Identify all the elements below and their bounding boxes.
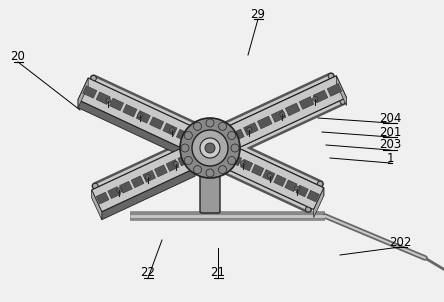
Circle shape	[92, 183, 98, 189]
Polygon shape	[119, 181, 132, 193]
Polygon shape	[166, 159, 179, 172]
Polygon shape	[143, 170, 156, 182]
Circle shape	[313, 96, 317, 101]
Polygon shape	[243, 123, 258, 135]
Text: 22: 22	[140, 266, 155, 279]
Text: 201: 201	[379, 126, 401, 139]
Polygon shape	[136, 111, 151, 123]
Circle shape	[170, 128, 174, 133]
Polygon shape	[296, 185, 308, 197]
Circle shape	[228, 156, 236, 165]
Circle shape	[104, 209, 110, 214]
Circle shape	[181, 144, 189, 152]
Polygon shape	[83, 86, 97, 98]
Polygon shape	[337, 76, 346, 106]
Circle shape	[206, 169, 214, 177]
Circle shape	[240, 161, 245, 166]
Circle shape	[117, 188, 122, 193]
Circle shape	[305, 207, 311, 212]
Circle shape	[247, 127, 252, 132]
Polygon shape	[78, 78, 88, 108]
Polygon shape	[109, 98, 124, 111]
Polygon shape	[96, 192, 109, 204]
Circle shape	[267, 173, 272, 178]
Text: 21: 21	[210, 266, 226, 279]
Polygon shape	[240, 159, 253, 171]
Circle shape	[340, 99, 345, 104]
Circle shape	[194, 166, 202, 174]
Polygon shape	[299, 97, 314, 109]
Polygon shape	[123, 104, 137, 117]
Polygon shape	[225, 76, 337, 136]
Polygon shape	[96, 92, 110, 104]
Polygon shape	[229, 154, 242, 166]
Text: 1: 1	[386, 152, 394, 165]
Text: 20: 20	[11, 50, 25, 63]
Polygon shape	[178, 154, 190, 166]
Circle shape	[138, 113, 143, 118]
Polygon shape	[78, 78, 195, 149]
Polygon shape	[274, 175, 286, 186]
Circle shape	[79, 101, 84, 106]
Polygon shape	[155, 165, 167, 177]
Polygon shape	[108, 187, 121, 199]
Polygon shape	[150, 117, 164, 130]
Circle shape	[218, 166, 226, 174]
Polygon shape	[262, 169, 275, 181]
Circle shape	[231, 144, 239, 152]
Circle shape	[184, 156, 192, 165]
Polygon shape	[327, 84, 342, 96]
Polygon shape	[91, 146, 195, 212]
Polygon shape	[251, 164, 264, 176]
Polygon shape	[102, 168, 195, 220]
Polygon shape	[225, 146, 324, 210]
Polygon shape	[235, 146, 324, 196]
Polygon shape	[285, 180, 297, 192]
Circle shape	[206, 119, 214, 127]
Text: 29: 29	[250, 8, 266, 21]
Polygon shape	[163, 123, 177, 136]
Circle shape	[205, 143, 215, 153]
Circle shape	[317, 181, 323, 187]
Polygon shape	[313, 90, 328, 103]
Polygon shape	[258, 116, 272, 129]
Circle shape	[192, 130, 228, 166]
Circle shape	[200, 138, 220, 158]
Polygon shape	[307, 190, 319, 202]
FancyBboxPatch shape	[200, 164, 220, 213]
Circle shape	[328, 73, 334, 79]
Circle shape	[194, 122, 202, 130]
Polygon shape	[91, 190, 102, 220]
Circle shape	[180, 118, 240, 178]
Polygon shape	[225, 76, 346, 149]
Circle shape	[91, 76, 96, 81]
Polygon shape	[230, 129, 244, 142]
Text: 204: 204	[379, 111, 401, 124]
Polygon shape	[313, 188, 324, 217]
Text: 202: 202	[389, 236, 411, 249]
Polygon shape	[78, 100, 185, 158]
Text: 203: 203	[379, 139, 401, 152]
Circle shape	[218, 122, 226, 130]
Polygon shape	[285, 103, 300, 116]
Polygon shape	[176, 129, 190, 142]
Polygon shape	[131, 176, 144, 188]
Circle shape	[145, 175, 150, 180]
Circle shape	[294, 186, 300, 191]
Circle shape	[228, 131, 236, 140]
Circle shape	[184, 131, 192, 140]
Circle shape	[280, 112, 285, 117]
Circle shape	[106, 98, 111, 103]
Circle shape	[174, 161, 178, 166]
Polygon shape	[271, 110, 286, 122]
